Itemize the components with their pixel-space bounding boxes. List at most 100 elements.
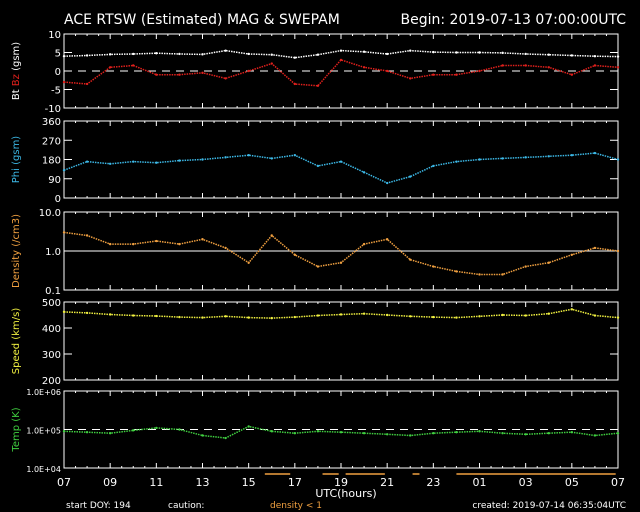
series-bt — [62, 49, 620, 59]
data-point — [316, 314, 320, 317]
data-point — [62, 231, 66, 234]
data-point — [593, 151, 597, 155]
data-point — [593, 434, 597, 437]
series-bz — [62, 58, 620, 88]
x-tick-label: 15 — [242, 476, 256, 489]
data-point — [201, 53, 204, 56]
data-point — [270, 53, 273, 56]
data-point — [201, 71, 204, 75]
series-speed — [62, 308, 620, 320]
data-point — [62, 55, 66, 58]
data-point — [547, 53, 550, 56]
data-point — [455, 431, 458, 434]
series-line — [63, 152, 619, 184]
panel-frame — [63, 120, 619, 199]
data-point — [108, 242, 112, 246]
data-point — [155, 426, 158, 430]
data-point — [270, 234, 273, 237]
data-point — [478, 158, 481, 161]
data-point — [570, 308, 574, 311]
y-tick-label: 1.0 — [45, 247, 61, 258]
data-point — [247, 52, 250, 56]
data-point — [132, 314, 135, 317]
data-point — [224, 77, 227, 80]
y-axis-label: Phi (gsm) — [11, 136, 22, 184]
data-point — [201, 316, 204, 319]
data-point — [270, 157, 273, 160]
data-point — [339, 431, 343, 434]
data-point — [593, 314, 597, 317]
data-point — [547, 312, 550, 315]
data-point — [339, 313, 343, 316]
y-tick-label: 5 — [55, 49, 61, 60]
x-tick-label: 09 — [103, 476, 117, 489]
data-point — [455, 160, 458, 163]
panel-frame — [63, 33, 619, 109]
data-point — [455, 51, 458, 54]
data-point — [155, 52, 158, 55]
data-point — [616, 316, 620, 319]
data-point — [524, 52, 527, 56]
data-point — [85, 234, 89, 237]
x-axis-label: UTC(hours) — [315, 487, 376, 500]
data-point — [385, 69, 389, 73]
data-point — [316, 53, 320, 56]
data-point — [270, 62, 273, 65]
data-point — [62, 430, 66, 433]
data-point — [339, 160, 343, 163]
y-tick-label: 500 — [42, 298, 61, 309]
data-point — [362, 432, 366, 435]
data-point — [524, 64, 527, 67]
data-point — [547, 155, 550, 158]
y-tick-label: 180 — [42, 156, 61, 167]
data-point — [178, 52, 181, 56]
panel-phi: 360 270 180 90 0 Phi (gsm) — [11, 117, 620, 205]
data-point — [132, 429, 135, 432]
data-point — [501, 64, 504, 67]
data-point — [224, 315, 227, 318]
data-point — [247, 316, 250, 319]
y-label-part: Phi (gsm) — [11, 136, 22, 184]
data-point — [85, 82, 89, 86]
data-point — [501, 273, 504, 276]
data-point — [362, 50, 366, 53]
data-point — [224, 246, 227, 250]
data-point — [616, 249, 620, 253]
y-axis-label: Temp (K) — [11, 407, 22, 452]
data-point — [178, 159, 181, 162]
data-point — [501, 51, 504, 55]
data-point — [201, 434, 204, 437]
data-point — [339, 261, 343, 264]
y-tick-label: 270 — [42, 136, 61, 147]
data-point — [155, 314, 158, 318]
data-point — [108, 432, 112, 435]
data-point — [432, 164, 435, 168]
data-point — [62, 168, 66, 172]
data-point — [616, 66, 620, 69]
data-point — [224, 49, 227, 52]
panel-density: 10.0 1.0 0.1 Density (/cm3) — [11, 208, 620, 297]
data-point — [108, 53, 112, 56]
y-tick-label: -10 — [45, 104, 61, 115]
data-point — [178, 315, 181, 319]
y-tick-label: 0 — [55, 194, 61, 205]
data-point — [385, 52, 389, 56]
data-point — [432, 265, 435, 268]
data-point — [247, 69, 250, 73]
data-point — [385, 433, 389, 436]
data-point — [409, 175, 412, 178]
chart-title: ACE RTSW (Estimated) MAG & SWEPAM — [64, 12, 340, 28]
data-point — [478, 430, 481, 433]
data-point — [409, 77, 412, 80]
data-point — [409, 258, 412, 261]
data-point — [524, 433, 527, 436]
data-point — [524, 156, 527, 159]
data-point — [132, 160, 135, 163]
data-point — [478, 273, 481, 276]
data-point — [570, 54, 574, 57]
series-phi — [62, 151, 620, 185]
data-point — [85, 160, 89, 163]
y-label-part: Temp (K) — [11, 407, 22, 452]
data-point — [247, 425, 250, 428]
data-point — [385, 313, 389, 317]
